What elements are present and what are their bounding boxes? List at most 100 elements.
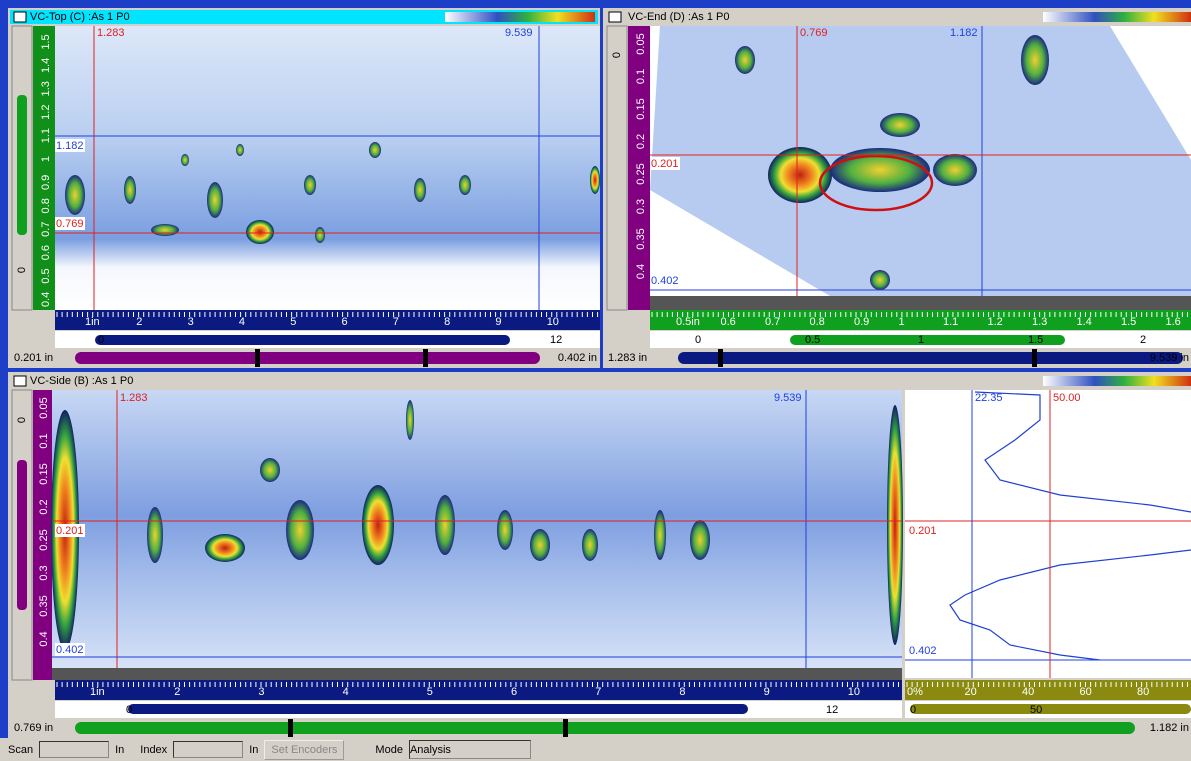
scan-input[interactable] bbox=[39, 741, 109, 758]
scroll-label: 0 bbox=[695, 334, 701, 346]
scroll-label: 0 bbox=[126, 704, 132, 716]
indication bbox=[65, 175, 85, 215]
ruler-label: 2 bbox=[136, 316, 142, 328]
scroll-label: 2 bbox=[1140, 334, 1146, 346]
window-icon bbox=[14, 376, 26, 386]
ruler-label: 1in bbox=[85, 316, 100, 328]
window-icon bbox=[609, 12, 621, 22]
ruler-label: 1.3 bbox=[40, 81, 52, 96]
ruler-label: 10 bbox=[547, 316, 559, 328]
ruler-label: 3 bbox=[258, 686, 264, 698]
cursor-label: 22.35 bbox=[975, 392, 1003, 404]
ruler-label: 0.7 bbox=[765, 316, 780, 328]
ruler-label: 1.4 bbox=[1077, 316, 1092, 328]
indication bbox=[207, 182, 223, 218]
ruler-label: 1in bbox=[90, 686, 105, 698]
scroll-label: 12 bbox=[826, 704, 838, 716]
cursor-label: 0.402 bbox=[56, 644, 84, 656]
indication bbox=[435, 495, 455, 555]
ruler-label: 0.25 bbox=[38, 529, 50, 550]
cursor-label: 0.201 bbox=[56, 525, 84, 537]
indication bbox=[205, 534, 245, 562]
indication bbox=[933, 154, 977, 186]
ruler-label: 7 bbox=[393, 316, 399, 328]
range-handle[interactable] bbox=[1032, 349, 1037, 367]
range-handle[interactable] bbox=[423, 349, 428, 367]
range-handle[interactable] bbox=[288, 719, 293, 737]
top-range-bar bbox=[75, 352, 540, 364]
ruler-label: 1.1 bbox=[40, 128, 52, 143]
ruler-label: 0.4 bbox=[635, 264, 647, 279]
panel-title: VC-Side (B) :As 1 P0 bbox=[30, 375, 133, 387]
indication bbox=[590, 166, 600, 194]
scan-label: Scan bbox=[8, 744, 33, 756]
palette bbox=[1043, 376, 1191, 386]
range-handle[interactable] bbox=[563, 719, 568, 737]
side-range-bar bbox=[75, 722, 1135, 734]
side-titlebar bbox=[10, 374, 1191, 388]
range-label: 0.769 in bbox=[14, 722, 53, 734]
index-input[interactable] bbox=[173, 741, 243, 758]
indication bbox=[497, 510, 513, 550]
indication bbox=[870, 270, 890, 290]
ruler-label: 40 bbox=[1022, 686, 1034, 698]
ruler-label: 9 bbox=[764, 686, 770, 698]
indication bbox=[1021, 35, 1049, 85]
ruler-label: 0.1 bbox=[635, 69, 647, 84]
index-label: Index bbox=[140, 744, 167, 756]
side-side-bar bbox=[17, 460, 27, 610]
ruler-label: 0.05 bbox=[635, 33, 647, 54]
ruler-label: 0.9 bbox=[40, 175, 52, 190]
indication bbox=[362, 485, 394, 565]
indication bbox=[246, 220, 274, 244]
cursor-label: 1.182 bbox=[950, 27, 978, 39]
set-encoders-button[interactable]: Set Encoders bbox=[264, 740, 344, 760]
ruler-label: 6 bbox=[511, 686, 517, 698]
ruler-label: 0.4 bbox=[40, 292, 52, 307]
cursor-label: 0.769 bbox=[800, 27, 828, 39]
cursor-label: 1.283 bbox=[97, 27, 125, 39]
ruler-label: 1.2 bbox=[988, 316, 1003, 328]
panels bbox=[8, 8, 1191, 738]
ruler-label: 0.15 bbox=[635, 98, 647, 119]
profile-image bbox=[905, 390, 1191, 678]
ruler-label: 1.4 bbox=[40, 58, 52, 73]
cursor-label: 0.769 bbox=[56, 218, 84, 230]
ruler-label: 0.9 bbox=[854, 316, 869, 328]
ruler-label: 0.1 bbox=[38, 433, 50, 448]
indication bbox=[582, 529, 598, 561]
top-scroll-bar bbox=[95, 335, 510, 345]
indication bbox=[315, 227, 325, 243]
status-bar: Scan In Index In Set Encoders Mode Analy… bbox=[0, 738, 1191, 761]
ruler-label: 0.2 bbox=[635, 134, 647, 149]
cursor-label: 1.283 bbox=[120, 392, 148, 404]
indication bbox=[690, 520, 710, 560]
scan-unit: In bbox=[115, 744, 124, 756]
scroll-label: 1 bbox=[918, 334, 924, 346]
ruler-label: 20 bbox=[965, 686, 977, 698]
ruler-label: 0.8 bbox=[810, 316, 825, 328]
side-strip bbox=[52, 668, 902, 680]
indication bbox=[459, 175, 471, 195]
cursor-label: 9.539 bbox=[774, 392, 802, 404]
indication bbox=[369, 142, 381, 158]
indication bbox=[654, 510, 666, 560]
cursor-label: 9.539 bbox=[505, 27, 533, 39]
ruler-label: 9 bbox=[495, 316, 501, 328]
indication bbox=[260, 458, 280, 482]
profile-scroll-bar bbox=[910, 704, 1191, 714]
ruler-label: 0.5in bbox=[676, 316, 700, 328]
indication bbox=[147, 507, 163, 563]
ruler-label: 0.3 bbox=[635, 199, 647, 214]
scroll-label: 0.5 bbox=[805, 334, 820, 346]
ruler-label: 0.4 bbox=[38, 631, 50, 646]
scroll-label: 0 bbox=[98, 334, 104, 346]
range-handle[interactable] bbox=[255, 349, 260, 367]
ruler-label: 1.5 bbox=[40, 34, 52, 49]
end-scroll-bar bbox=[790, 335, 1065, 345]
ruler-label: 0.05 bbox=[38, 397, 50, 418]
range-label: 1.283 in bbox=[608, 352, 647, 364]
cursor-label: 0.402 bbox=[909, 645, 937, 657]
range-handle[interactable] bbox=[718, 349, 723, 367]
